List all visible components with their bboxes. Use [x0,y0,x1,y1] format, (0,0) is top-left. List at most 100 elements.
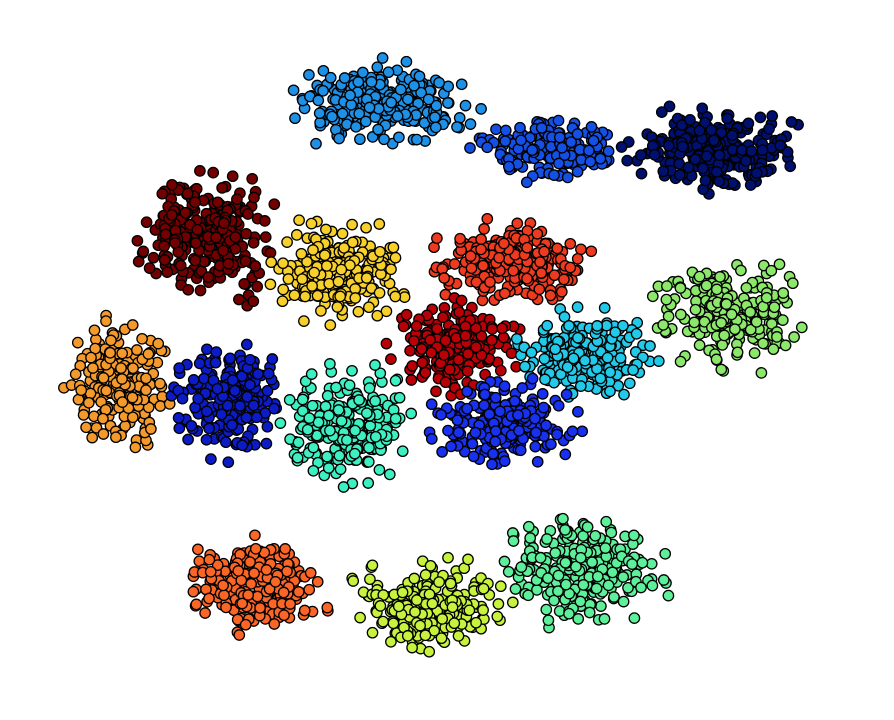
point [408,572,421,585]
point [766,110,779,122]
point [655,106,668,118]
point [560,578,572,591]
point [674,308,687,321]
point [336,227,349,240]
point [760,291,773,304]
point [145,423,157,435]
point [307,464,320,477]
point [498,455,511,467]
cluster-2 [464,114,615,189]
point [396,586,409,599]
point [100,315,112,327]
point [115,362,127,374]
point [781,146,794,158]
point [490,123,502,136]
point [331,301,344,313]
point [382,66,395,79]
point [410,594,423,606]
point [425,398,438,411]
cluster-8 [58,309,176,454]
point [354,611,366,624]
point [346,364,358,377]
point [323,277,336,290]
point [493,251,505,264]
point [250,411,263,424]
point [192,392,205,405]
point [220,436,232,449]
point [335,415,348,427]
point [261,384,274,397]
point [720,298,733,310]
point [260,564,273,576]
point [676,119,688,131]
point [169,237,181,249]
point [320,260,333,272]
point [189,196,201,209]
point [217,579,229,592]
point [229,231,242,243]
point [346,218,358,231]
point [604,366,617,379]
point [657,319,670,331]
point [104,346,117,359]
point [140,216,153,229]
point [338,72,351,84]
point [755,367,768,379]
point [489,435,502,448]
cluster-13 [423,372,589,471]
point [502,565,515,578]
point [574,595,587,608]
point [534,551,547,564]
point [513,424,525,437]
point [415,86,427,99]
point [615,141,628,153]
point [522,589,535,602]
point [544,289,557,302]
point [437,311,449,324]
point [193,357,206,370]
point [174,259,187,272]
point [303,583,316,596]
point [202,271,215,283]
point [365,76,378,88]
point [320,223,332,236]
point [552,399,565,412]
point [259,231,272,243]
point [436,613,449,625]
point [369,430,382,443]
point [426,597,439,610]
point [559,524,571,536]
point [662,589,675,602]
point [306,399,319,412]
point [305,217,318,230]
point [436,446,448,458]
point [88,324,101,337]
point [289,112,301,125]
point [614,352,627,364]
point [477,582,490,595]
cluster-10 [380,292,526,402]
point [659,547,672,560]
point [784,160,797,173]
point [268,618,281,630]
point [173,422,186,435]
point [475,243,487,256]
point [288,289,301,302]
point [192,543,204,556]
point [140,384,152,397]
point [491,610,504,623]
point [194,165,206,177]
point [324,358,336,370]
point [415,343,428,355]
point [210,231,223,244]
point [140,372,152,385]
point [586,556,598,569]
point [478,388,491,401]
point [231,193,243,206]
point [535,267,548,279]
point [511,217,524,230]
point [284,598,297,610]
point [233,293,245,306]
point [452,426,465,439]
point [394,83,407,96]
